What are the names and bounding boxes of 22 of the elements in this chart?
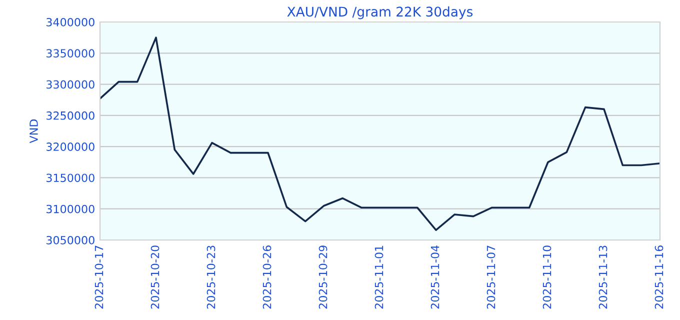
y-tick-label: 3150000 xyxy=(46,174,94,182)
x-tick-label: 2025-11-04 xyxy=(430,245,440,309)
x-tick-label: 2025-11-10 xyxy=(542,246,552,309)
x-tick-label: 2025-11-16 xyxy=(654,246,664,309)
y-tick-label: 3250000 xyxy=(46,111,94,120)
y-tick-label: 3200000 xyxy=(46,142,94,151)
y-axis-title: VND xyxy=(30,119,38,144)
y-tick-label: 3300000 xyxy=(46,80,94,89)
y-tick-label: 3400000 xyxy=(46,18,94,26)
y-tick-label: 3100000 xyxy=(46,204,94,214)
x-tick-label: 2025-10-20 xyxy=(150,246,160,309)
y-tick-label: 3350000 xyxy=(46,49,94,58)
x-tick-label: 2025-11-13 xyxy=(598,246,608,309)
x-tick-label: 2025-10-26 xyxy=(262,246,272,309)
x-tick-label: 2025-11-07 xyxy=(486,246,496,309)
x-tick-label: 2025-10-17 xyxy=(94,246,104,309)
x-tick-label: 2025-11-01 xyxy=(374,246,384,309)
line-series xyxy=(100,36,660,231)
chart-title: XAU/VND /gram 22K 30days xyxy=(287,6,473,20)
x-tick-label: 2025-10-29 xyxy=(318,246,328,309)
x-tick-label: 2025-10-23 xyxy=(206,246,216,309)
y-tick-label: 3050000 xyxy=(46,236,94,244)
